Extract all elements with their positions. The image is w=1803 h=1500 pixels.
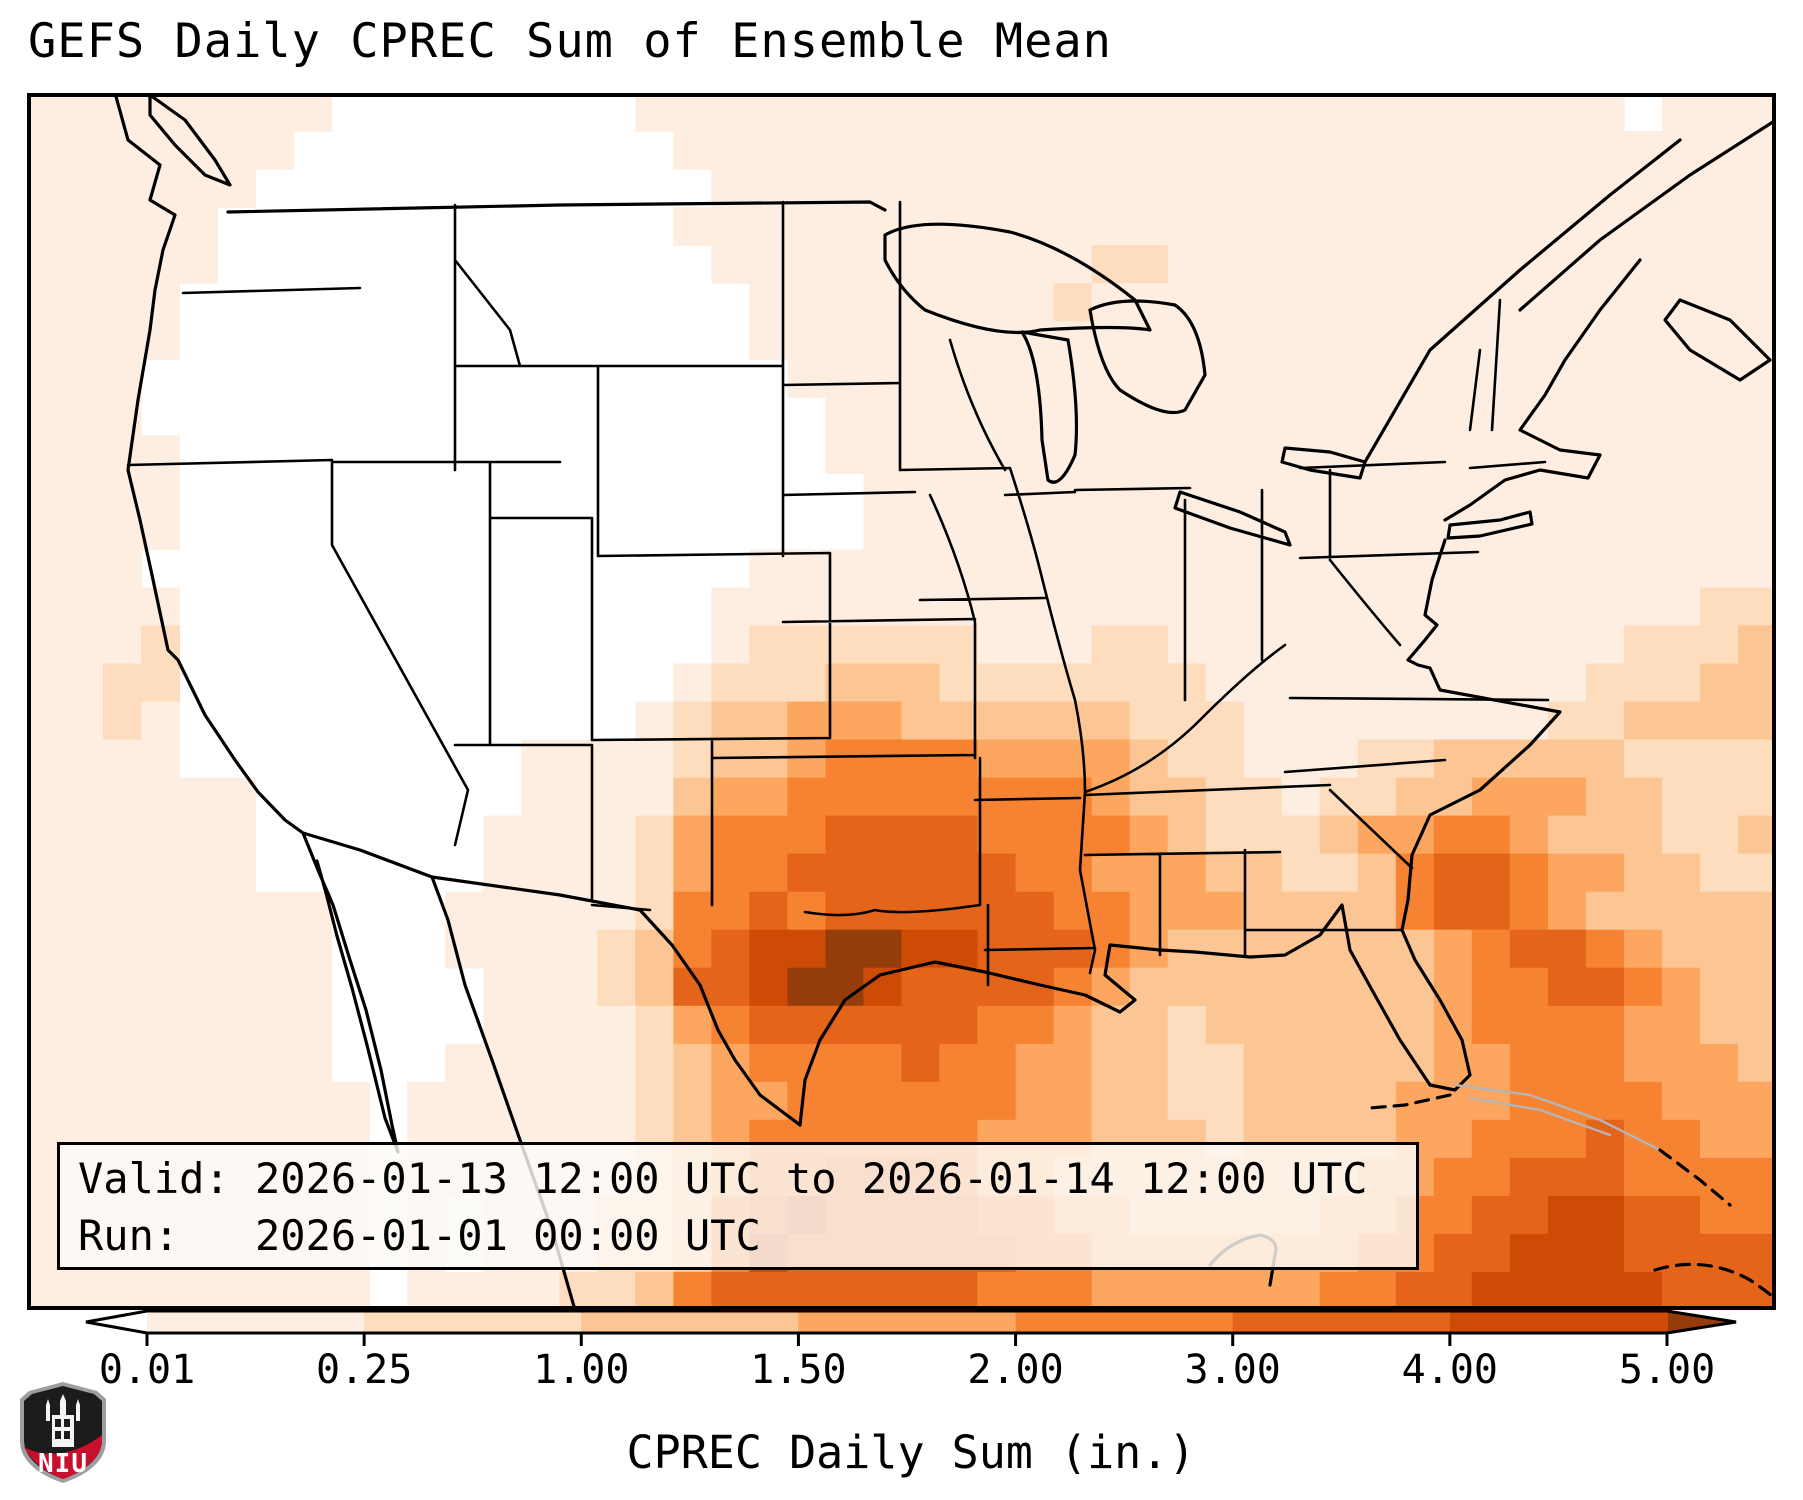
run-line: Run: 2026-01-01 00:00 UTC [78,1211,761,1260]
niu-castle-icon [46,1394,80,1447]
niu-red-band [24,1435,102,1479]
colorbar-cells [86,1311,1736,1333]
niu-logo-text: NIU [38,1449,88,1479]
border-us-canada [226,200,887,214]
coastline-cuba-gray [1453,1083,1662,1152]
valid-line: Valid: 2026-01-13 12:00 UTC to 2026-01-1… [78,1154,1368,1203]
lake-huron [1088,299,1207,415]
florida-keys [1368,1093,1452,1110]
st-lawrence-river [1363,118,1776,464]
coastline-cuba-dashed [1653,1148,1776,1302]
colorbar-tick-label: 1.00 [533,1347,630,1393]
coastline-pacific [113,93,400,1154]
valid-run-info-box: Valid: 2026-01-13 12:00 UTC to 2026-01-1… [57,1142,1419,1270]
state-borders [126,200,1550,987]
map-svg [27,93,1776,1310]
map-frame [27,93,1776,1310]
lake-erie [1173,490,1292,547]
colorbar-tick-label: 5.00 [1618,1347,1716,1393]
border-us-mexico [301,831,802,1127]
niu-logo: NIU [20,1382,106,1483]
colorbar-ticks [145,1333,1669,1346]
coastline-long-island [1446,510,1534,540]
lake-ontario [1280,446,1367,480]
colorbar-tick-label: 0.25 [315,1347,413,1393]
colorbar-tick-label: 0.01 [98,1347,196,1393]
coastline-atlantic-gulf [798,258,1642,1127]
colorbar-tick-label: 4.00 [1401,1347,1498,1393]
colorbar-tick-label: 2.00 [967,1347,1064,1393]
colorbar-tick-label: 3.00 [1184,1347,1281,1393]
map-panel [27,93,1776,1310]
colorbar-axis-label: CPREC Daily Sum (in.) [626,1426,1196,1479]
lake-superior [883,222,1152,335]
colorbar-tick-labels: 0.01 0.25 1.00 1.50 2.00 3.00 4.00 5.00 [0,1347,1803,1397]
coastline-nova-scotia [1663,298,1772,382]
colorbar [85,1309,1737,1346]
page-title: GEFS Daily CPREC Sum of Ensemble Mean [28,14,1112,69]
colorbar-tick-label: 1.50 [750,1347,847,1393]
geography-layer [27,93,1776,1310]
lake-michigan [1020,330,1079,484]
coastline-vancouver-island [148,93,232,187]
